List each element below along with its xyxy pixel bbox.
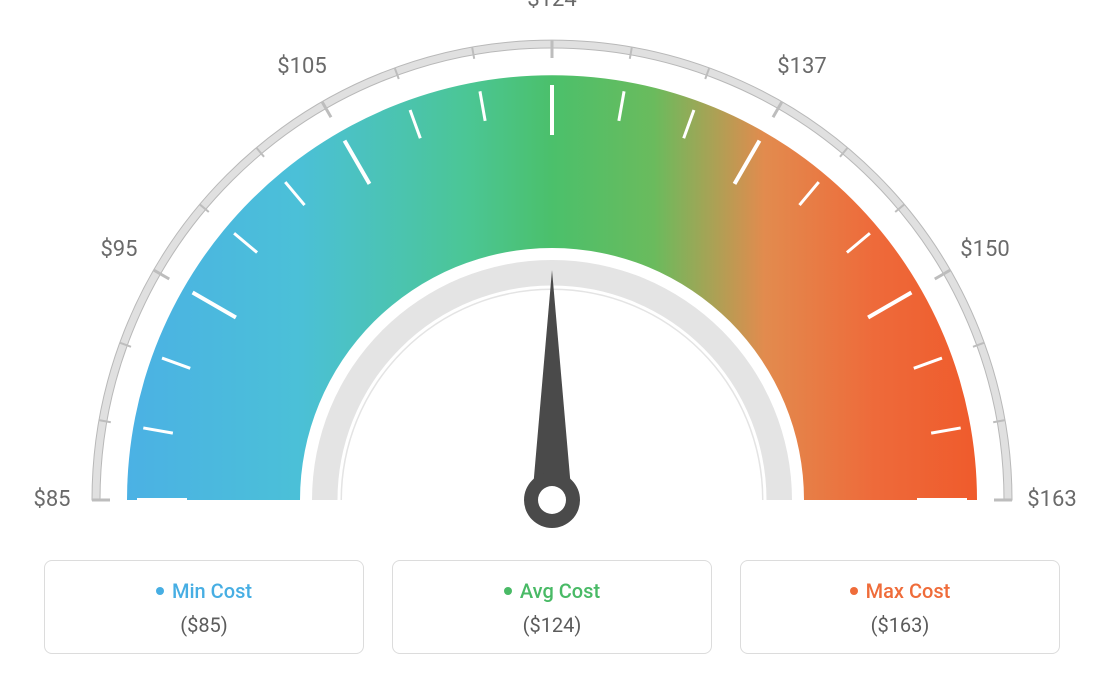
gauge-tick-label: $137 [777, 54, 826, 79]
legend-label: Min Cost [172, 579, 252, 603]
legend-value: ($124) [403, 613, 701, 637]
gauge-svg: $85 $95 $105 $124 $137 $150 $163 [22, 0, 1082, 560]
legend-title: Min Cost [156, 579, 252, 603]
gauge-tick-label: $105 [277, 54, 326, 79]
legend-card: Max Cost ($163) [740, 560, 1060, 654]
cost-gauge: $85 $95 $105 $124 $137 $150 $163 [0, 0, 1104, 560]
legend-label: Avg Cost [520, 579, 600, 603]
legend-card: Avg Cost ($124) [392, 560, 712, 654]
gauge-tick-label: $124 [527, 0, 576, 12]
gauge-tick-label: $95 [100, 237, 137, 262]
gauge-tick-label: $85 [33, 487, 70, 512]
gauge-needle [532, 270, 572, 500]
legend-dot-icon [156, 587, 164, 595]
legend-label: Max Cost [866, 579, 951, 603]
legend-value: ($163) [751, 613, 1049, 637]
gauge-tick-label: $150 [960, 237, 1009, 262]
legend-dot-icon [504, 587, 512, 595]
legend-value: ($85) [55, 613, 353, 637]
legend-row: Min Cost ($85) Avg Cost ($124) Max Cost ($163… [0, 560, 1104, 654]
legend-title: Max Cost [850, 579, 951, 603]
gauge-tick-label: $163 [1027, 487, 1076, 512]
legend-dot-icon [850, 587, 858, 595]
legend-title: Avg Cost [504, 579, 600, 603]
legend-card: Min Cost ($85) [44, 560, 364, 654]
